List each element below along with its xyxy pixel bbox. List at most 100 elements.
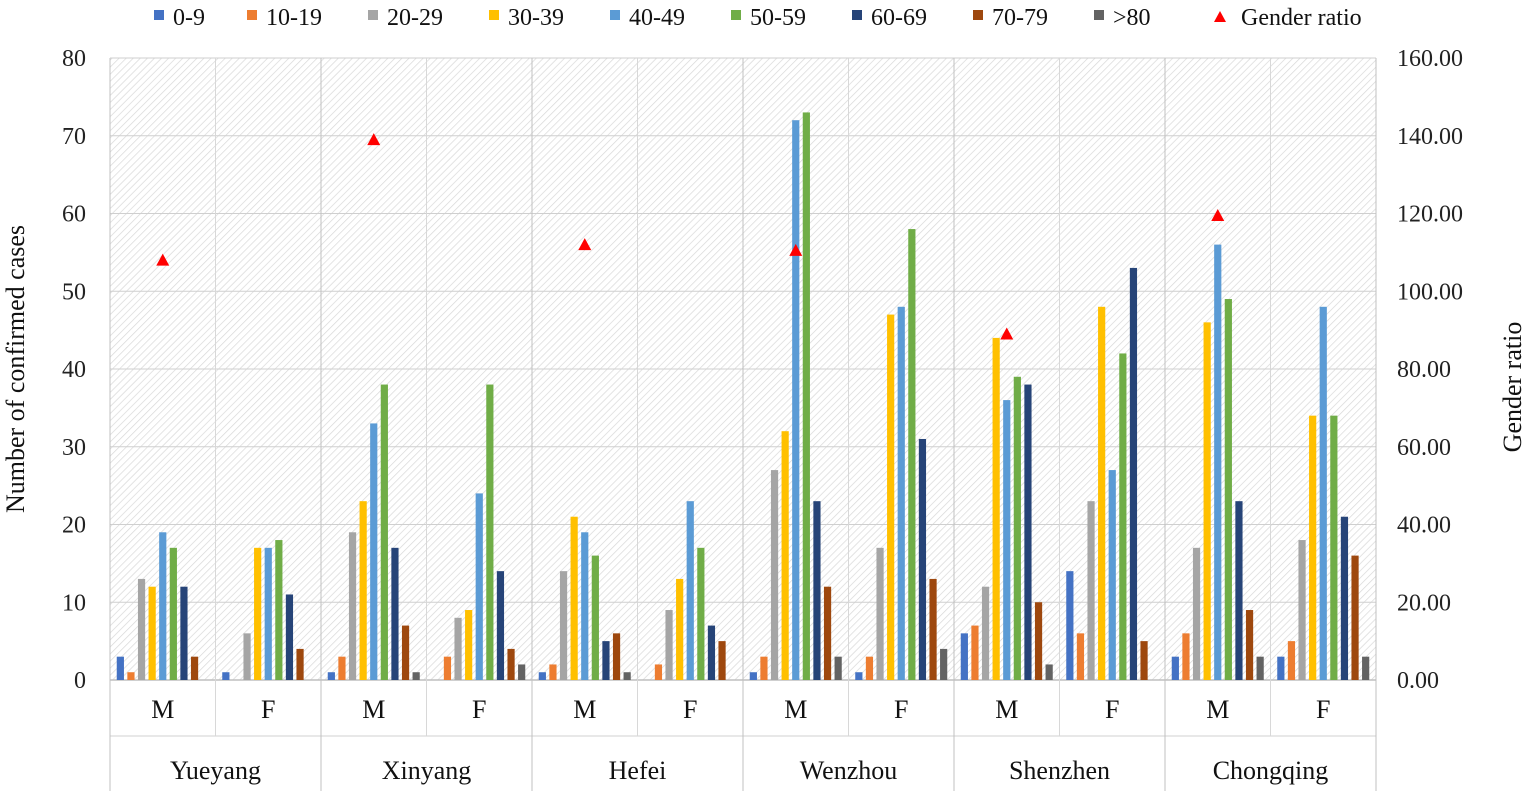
bar-3039-4 [570, 516, 578, 680]
bar-6069-9 [1129, 267, 1138, 680]
city-label: Hefei [609, 756, 667, 785]
bar-4049-8 [1003, 400, 1011, 680]
bar-6069-10 [1235, 501, 1243, 680]
bar-80-7 [940, 648, 948, 680]
bar-1019-3 [443, 656, 452, 680]
y-tick-label: 60 [62, 202, 86, 228]
bar-3039-1 [254, 547, 262, 680]
bar-3039-3 [465, 610, 473, 680]
bar-2029-2 [348, 532, 357, 680]
legend-label: 0-9 [173, 5, 205, 31]
bar-6069-8 [1024, 384, 1032, 680]
bar-80-8 [1045, 664, 1053, 680]
bar-3039-6 [781, 431, 789, 680]
bar-7079-11 [1351, 555, 1359, 680]
bar-1019-9 [1076, 633, 1085, 680]
bar-7079-8 [1034, 602, 1043, 680]
bar-3039-2 [359, 501, 367, 680]
bar-2029-11 [1298, 540, 1306, 680]
y2-tick-label: 140.00 [1397, 124, 1463, 150]
bar-1019-11 [1287, 641, 1296, 680]
bar-5059-5 [697, 547, 705, 680]
bar-5059-2 [380, 384, 388, 680]
bar-3039-7 [887, 314, 895, 680]
legend-label: 20-29 [387, 5, 443, 31]
bar-6069-2 [391, 547, 399, 680]
sex-label: F [1105, 695, 1119, 724]
bar-7079-0 [190, 656, 199, 680]
gender-ratio-marker [367, 133, 381, 146]
gender-ratio-marker [1000, 327, 1014, 340]
bar-7079-10 [1245, 610, 1254, 680]
bar-09-7 [855, 672, 863, 680]
bar-6069-6 [813, 501, 821, 680]
y-tick-label: 70 [62, 124, 86, 150]
city-label: Chongqing [1213, 756, 1329, 785]
bar-5059-6 [802, 112, 810, 681]
gender-ratio-marker [1211, 208, 1225, 221]
bar-2029-6 [770, 470, 779, 680]
gender-ratio-markers [156, 133, 1225, 340]
bar-5059-1 [275, 540, 283, 680]
y2-tick-label: 100.00 [1397, 279, 1463, 305]
y2-tick-label: 120.00 [1397, 202, 1463, 228]
legend-label: Gender ratio [1241, 5, 1362, 31]
city-label: Shenzhen [1009, 756, 1110, 785]
bar-3039-10 [1203, 322, 1211, 680]
sex-label: M [151, 695, 174, 724]
y2-tick-label: 20.00 [1397, 590, 1451, 616]
x-axis-labels: M F M F M F M F M F M F Yueyang Xinyang Hefei Wenzhou Sh… [151, 695, 1330, 785]
legend-swatch [489, 10, 499, 20]
bar-6069-0 [180, 586, 188, 680]
left-axis-ticks: 0 10 20 30 40 50 60 70 80 [62, 46, 86, 694]
group-separators [109, 58, 1377, 791]
bar-80-6 [834, 656, 842, 680]
y2-tick-label: 40.00 [1397, 513, 1451, 539]
bar-3039-0 [148, 586, 156, 680]
bar-5059-10 [1224, 299, 1232, 680]
bar-2029-4 [559, 571, 568, 680]
bar-4049-2 [370, 423, 378, 680]
bar-09-9 [1066, 571, 1074, 680]
y-tick-label: 80 [62, 46, 86, 72]
y-tick-label: 0 [74, 668, 86, 694]
bar-09-4 [538, 672, 546, 680]
y-tick-label: 50 [62, 279, 86, 305]
sex-label: M [995, 695, 1018, 724]
bar-4049-10 [1214, 244, 1222, 680]
legend-label: 50-59 [750, 5, 806, 31]
bar-4049-9 [1108, 470, 1116, 680]
y2-tick-label: 60.00 [1397, 435, 1451, 461]
bar-4049-4 [581, 532, 589, 680]
bar-09-0 [116, 656, 124, 680]
legend-label: 30-39 [508, 5, 564, 31]
bar-80-4 [623, 672, 631, 680]
bar-2029-9 [1087, 501, 1095, 680]
city-label: Wenzhou [800, 756, 898, 785]
gender-ratio-marker [156, 253, 170, 266]
bar-1019-8 [971, 625, 979, 680]
gender-ratio-marker [789, 243, 803, 256]
bar-5059-9 [1119, 353, 1127, 680]
bar-09-2 [327, 672, 335, 680]
bar-6069-7 [918, 438, 927, 680]
city-label: Xinyang [382, 756, 472, 785]
city-label: Yueyang [170, 756, 261, 785]
legend-gender-ratio-icon [1214, 11, 1226, 22]
legend-label: 40-49 [629, 5, 685, 31]
bar-09-11 [1277, 656, 1285, 680]
bar-1019-2 [338, 656, 346, 680]
bars [116, 112, 1370, 681]
bar-7079-9 [1140, 641, 1148, 680]
bar-7079-5 [718, 641, 726, 680]
legend-swatch [973, 10, 983, 20]
gender-ratio-marker [578, 238, 592, 251]
bar-09-8 [960, 633, 968, 680]
bar-4049-7 [897, 306, 905, 680]
legend-swatch [852, 10, 862, 20]
bar-4049-6 [792, 120, 800, 680]
legend-swatch [610, 10, 620, 20]
legend-label: 10-19 [266, 5, 322, 31]
bar-1019-6 [760, 656, 768, 680]
